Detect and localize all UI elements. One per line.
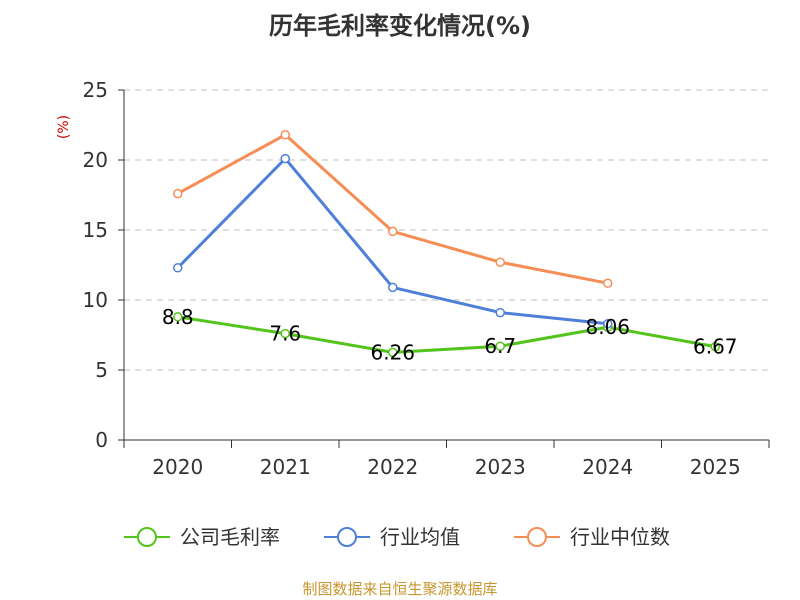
- series-line-1: [176, 157, 608, 326]
- legend-marker-0: [137, 527, 157, 547]
- y-tick-label-0: 0: [95, 428, 108, 452]
- y-tick-label-15: 15: [83, 218, 108, 242]
- legend-marker-2: [527, 527, 547, 547]
- legend-marker-1: [337, 527, 357, 547]
- data-point-1-2021: [280, 153, 290, 164]
- data-labels: 8.8 7.6 6.26 6.7 8.06 6.67: [162, 305, 738, 365]
- source-note: 制图数据来自恒生聚源数据库: [302, 580, 497, 598]
- data-label-2020: 8.8: [162, 305, 194, 329]
- data-point-2-2020: [173, 188, 183, 199]
- data-label-2023: 6.7: [484, 334, 516, 358]
- data-point-0-2021: [280, 328, 290, 339]
- x-tick-label-2020: 2020: [152, 455, 203, 479]
- data-point-2-2021: [280, 130, 290, 140]
- data-label-2022: 6.26: [370, 340, 415, 364]
- x-tick-label-2023: 2023: [475, 455, 526, 479]
- x-tick-label-2022: 2022: [367, 455, 418, 479]
- legend-label-2: 行业中位数: [570, 525, 670, 549]
- data-point-0-2020: [173, 312, 183, 322]
- data-point-1-2024: [603, 319, 613, 329]
- data-point-1-2020: [173, 263, 183, 273]
- data-label-2024: 8.06: [585, 315, 630, 339]
- x-tick-label-2021: 2021: [260, 455, 311, 479]
- x-tick-label-2024: 2024: [582, 455, 633, 479]
- series-line-2: [177, 133, 609, 285]
- x-tick-label-2025: 2025: [690, 455, 741, 479]
- legend-label-0: 公司毛利率: [180, 525, 280, 549]
- data-label-2025: 6.67: [693, 335, 738, 359]
- data-label-2021: 7.6: [269, 322, 301, 346]
- data-point-0-2023: [495, 341, 505, 351]
- legend: 公司毛利率 行业均值 行业中位数: [124, 525, 670, 549]
- data-point-0-2025: [710, 341, 720, 352]
- grid-lines: [124, 89, 769, 371]
- data-point-2-2024: [603, 278, 613, 288]
- y-tick-label-25: 25: [83, 78, 108, 102]
- y-tick-label-10: 10: [83, 288, 108, 312]
- series-lines: [173, 130, 720, 358]
- data-point-1-2022: [388, 282, 398, 293]
- data-point-1-2023: [495, 307, 505, 318]
- y-tick-label-20: 20: [83, 148, 108, 172]
- series-line-0: [177, 315, 716, 354]
- legend-label-1: 行业均值: [380, 525, 460, 549]
- data-point-2-2023: [495, 257, 505, 267]
- y-tick-label-5: 5: [95, 358, 108, 382]
- data-point-2-2022: [388, 226, 398, 237]
- data-point-0-2022: [388, 347, 398, 358]
- y-axis-label: (%): [56, 115, 72, 139]
- chart-title: 历年毛利率变化情况(%): [269, 12, 531, 40]
